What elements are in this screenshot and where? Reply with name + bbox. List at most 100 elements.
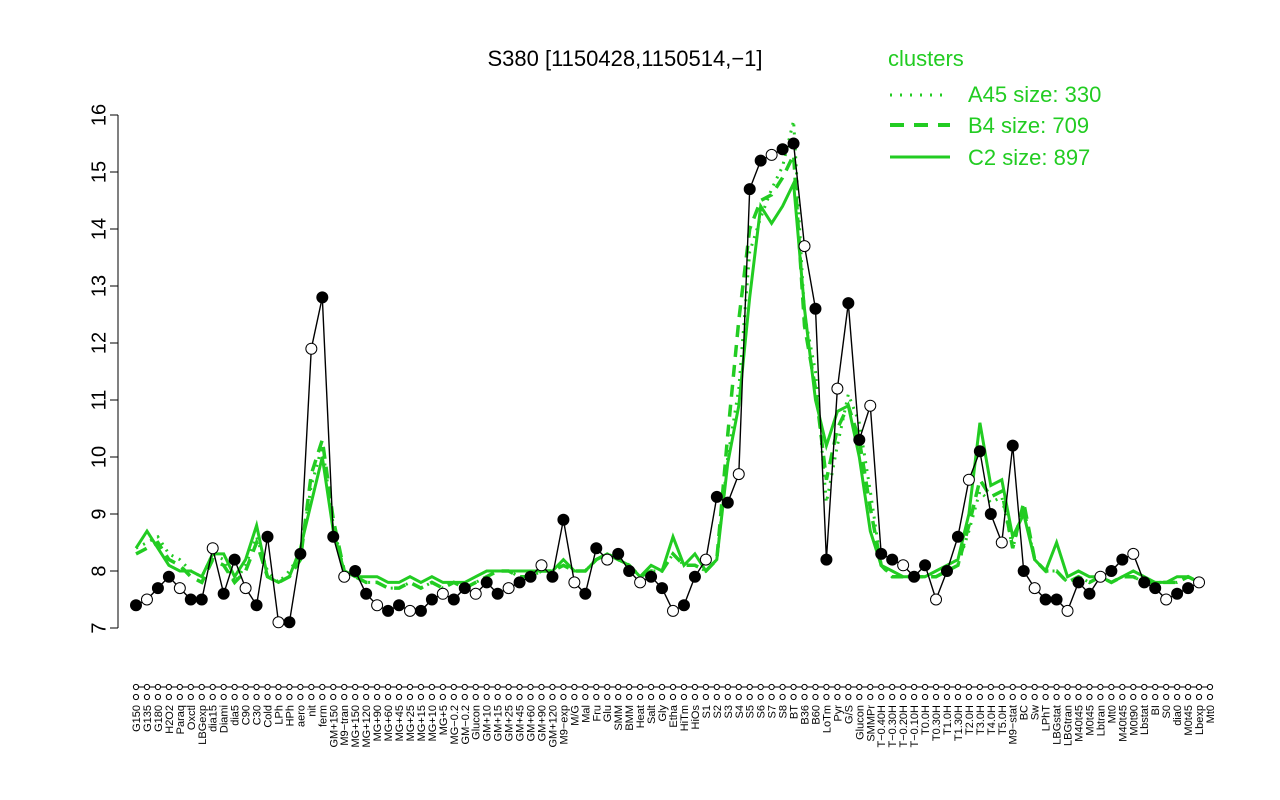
x-tick-label: GM−0.2 bbox=[460, 705, 472, 744]
x-tick-label: M40t45 bbox=[1073, 705, 1085, 742]
x-tick-mark bbox=[428, 693, 435, 701]
x-tick-mark bbox=[746, 693, 753, 701]
x-tick-label: Lbtran bbox=[1095, 705, 1107, 736]
x-tick-mark bbox=[330, 683, 337, 691]
data-point bbox=[656, 582, 669, 595]
data-point bbox=[875, 547, 888, 560]
data-point bbox=[787, 137, 800, 150]
x-tick-label: MG+45 bbox=[394, 705, 406, 741]
x-tick-mark bbox=[220, 693, 227, 701]
x-tick-mark bbox=[450, 683, 457, 691]
data-point bbox=[1017, 565, 1030, 577]
x-tick-label: S5 bbox=[745, 705, 757, 718]
x-tick-mark bbox=[1053, 693, 1060, 701]
x-tick-mark bbox=[275, 683, 282, 691]
x-tick-mark bbox=[494, 693, 501, 701]
data-point bbox=[984, 508, 997, 520]
x-tick-label: G/S bbox=[843, 705, 855, 724]
x-tick-label: Oxctl bbox=[186, 705, 198, 730]
x-tick-mark bbox=[768, 683, 775, 691]
x-tick-mark bbox=[363, 683, 370, 691]
x-tick-mark bbox=[702, 683, 709, 691]
x-tick-mark bbox=[132, 683, 140, 691]
y-tick-label: 13 bbox=[88, 275, 110, 297]
x-tick-mark bbox=[845, 683, 852, 691]
x-tick-label: Lbstat bbox=[1139, 705, 1151, 735]
data-point bbox=[1039, 593, 1052, 606]
data-point bbox=[579, 587, 592, 600]
x-tick-label: M0t90 bbox=[1128, 705, 1140, 736]
x-tick-mark bbox=[1163, 693, 1170, 701]
x-tick-mark bbox=[1141, 683, 1148, 691]
x-tick-label: Cold bbox=[263, 705, 275, 728]
x-tick-mark bbox=[582, 683, 589, 691]
x-tick-mark bbox=[264, 693, 271, 701]
data-point bbox=[195, 593, 208, 606]
x-tick-mark bbox=[1174, 683, 1181, 691]
x-tick-mark bbox=[132, 693, 140, 701]
x-tick-mark bbox=[790, 693, 797, 701]
x-tick-label: BC bbox=[1019, 705, 1031, 720]
x-tick-mark bbox=[647, 693, 655, 701]
x-tick-mark bbox=[505, 693, 512, 701]
data-point bbox=[480, 576, 493, 589]
x-tick-mark bbox=[1206, 683, 1214, 691]
x-tick-mark bbox=[976, 683, 983, 691]
data-point bbox=[1105, 565, 1118, 577]
data-point bbox=[360, 587, 373, 600]
x-tick-mark bbox=[932, 693, 940, 701]
x-tick-label: S0 bbox=[1161, 705, 1173, 718]
x-tick-mark bbox=[582, 693, 589, 701]
x-tick-mark bbox=[878, 693, 885, 701]
data-point bbox=[951, 530, 964, 543]
x-tick-mark bbox=[527, 683, 534, 691]
x-tick-mark bbox=[615, 693, 622, 701]
data-point bbox=[831, 382, 844, 395]
y-tick-label: 10 bbox=[88, 446, 110, 468]
x-tick-mark bbox=[768, 693, 775, 701]
x-tick-mark bbox=[823, 683, 830, 691]
data-point bbox=[721, 496, 734, 509]
data-point bbox=[930, 593, 943, 606]
x-tick-mark bbox=[483, 683, 490, 691]
x-tick-mark bbox=[856, 693, 863, 701]
x-tick-mark bbox=[1031, 693, 1038, 701]
data-point bbox=[414, 604, 427, 617]
x-tick-mark bbox=[1206, 693, 1214, 701]
x-tick-mark bbox=[1152, 693, 1159, 701]
x-tick-label: T1.30H bbox=[953, 705, 965, 741]
data-point bbox=[557, 513, 570, 526]
x-tick-label: LoTm bbox=[821, 705, 833, 733]
data-point bbox=[1160, 593, 1173, 606]
x-tick-label: LBGexp bbox=[197, 705, 209, 745]
x-tick-mark bbox=[943, 693, 951, 701]
x-tick-mark bbox=[1086, 693, 1093, 701]
x-tick-mark bbox=[384, 693, 392, 701]
x-tick-label: C90 bbox=[241, 705, 253, 725]
x-tick-label: T−0.30H bbox=[887, 705, 899, 748]
x-tick-mark bbox=[439, 683, 446, 691]
x-tick-mark bbox=[965, 693, 972, 701]
x-tick-label: T−0.20H bbox=[898, 705, 910, 748]
data-point bbox=[1127, 547, 1140, 560]
x-tick-mark bbox=[319, 683, 326, 691]
x-tick-label: MG+5 bbox=[438, 705, 450, 735]
x-tick-mark bbox=[374, 683, 381, 691]
data-point bbox=[140, 593, 153, 606]
x-tick-mark bbox=[1042, 693, 1049, 701]
data-point bbox=[754, 154, 767, 167]
x-tick-label: nit bbox=[306, 705, 318, 717]
y-tick-label: 15 bbox=[88, 161, 110, 183]
data-point bbox=[1006, 439, 1019, 452]
data-point bbox=[1138, 576, 1151, 589]
data-point bbox=[919, 559, 932, 572]
x-tick-mark bbox=[626, 683, 633, 691]
x-tick-label: Salt bbox=[646, 705, 658, 724]
x-tick-mark bbox=[921, 693, 929, 701]
data-point bbox=[502, 582, 515, 595]
x-tick-mark bbox=[176, 683, 183, 691]
data-point bbox=[973, 445, 986, 458]
x-tick-label: M0t45 bbox=[1183, 705, 1195, 736]
x-tick-mark bbox=[856, 683, 863, 691]
x-tick-mark bbox=[757, 683, 764, 691]
